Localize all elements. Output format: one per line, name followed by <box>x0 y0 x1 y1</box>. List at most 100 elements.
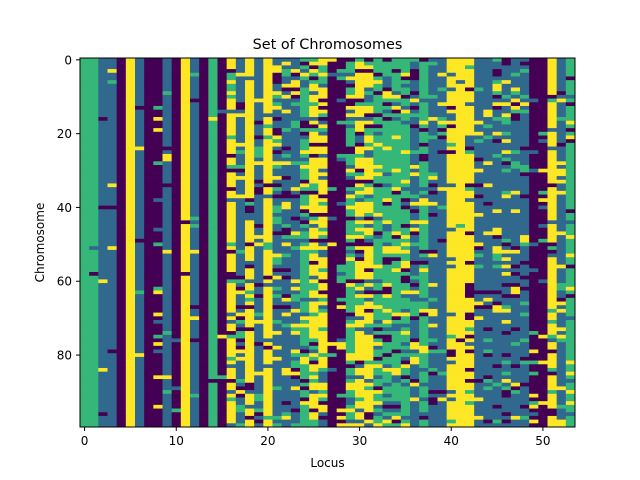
heatmap-cell <box>171 209 182 214</box>
heatmap-cell <box>446 316 457 321</box>
heatmap-cell <box>400 297 411 302</box>
heatmap-cell <box>199 142 209 147</box>
heatmap-cell <box>116 176 127 181</box>
heatmap-cell <box>345 176 356 181</box>
heatmap-cell <box>428 224 438 229</box>
heatmap-cell <box>263 224 273 229</box>
heatmap-cell <box>89 275 99 280</box>
heatmap-cell <box>144 294 154 299</box>
heatmap-cell <box>520 150 530 155</box>
heatmap-cell <box>144 198 154 203</box>
heatmap-cell <box>373 190 383 195</box>
heatmap-cell <box>474 316 484 321</box>
heatmap-cell <box>116 216 127 221</box>
heatmap-cell <box>80 382 90 387</box>
heatmap-cell <box>529 58 539 63</box>
heatmap-cell <box>382 246 393 251</box>
heatmap-cell <box>465 65 475 70</box>
heatmap-cell <box>400 142 411 147</box>
heatmap-cell <box>373 264 383 269</box>
heatmap-cell <box>309 102 319 107</box>
heatmap-cell <box>474 109 484 114</box>
heatmap-cell <box>199 183 209 188</box>
heatmap-cell <box>510 98 521 103</box>
heatmap-cell <box>492 168 503 173</box>
heatmap-cell <box>272 80 283 85</box>
heatmap-cell <box>116 135 127 140</box>
heatmap-cell <box>309 72 319 77</box>
heatmap-cell <box>254 128 264 133</box>
heatmap-cell <box>510 423 521 428</box>
heatmap-cell <box>107 275 118 280</box>
heatmap-cell <box>226 331 237 336</box>
heatmap-cell <box>300 283 310 288</box>
heatmap-cell <box>135 139 145 144</box>
heatmap-cell <box>80 360 90 365</box>
heatmap-cell <box>345 334 356 339</box>
heatmap-cell <box>272 153 283 158</box>
heatmap-cell <box>327 205 338 210</box>
heatmap-cell <box>309 124 319 129</box>
heatmap-cell <box>89 231 99 236</box>
heatmap-cell <box>437 72 448 77</box>
heatmap-cell <box>125 146 136 151</box>
heatmap-cell <box>235 290 246 295</box>
heatmap-cell <box>391 135 402 140</box>
heatmap-cell <box>245 319 255 325</box>
heatmap-cell <box>235 190 246 195</box>
heatmap-cell <box>208 382 218 387</box>
heatmap-cell <box>437 135 448 140</box>
heatmap-cell <box>171 404 182 409</box>
heatmap-cell <box>510 319 521 325</box>
heatmap-cell <box>492 179 503 184</box>
heatmap-cell <box>501 331 512 336</box>
heatmap-cell <box>345 65 356 70</box>
heatmap-cell <box>428 235 438 240</box>
heatmap-cell <box>364 113 374 118</box>
heatmap-cell <box>162 65 173 70</box>
heatmap-cell <box>116 120 127 125</box>
heatmap-cell <box>226 386 237 391</box>
heatmap-cell <box>510 190 521 195</box>
heatmap-cell <box>455 275 466 280</box>
heatmap-cell <box>364 220 374 225</box>
heatmap-cell <box>135 279 145 284</box>
heatmap-cell <box>465 345 475 350</box>
heatmap-cell <box>107 371 118 376</box>
heatmap-cell <box>125 58 136 63</box>
heatmap-cell <box>355 209 365 214</box>
heatmap-cell <box>254 194 264 199</box>
heatmap-cell <box>309 242 319 247</box>
heatmap-cell <box>162 286 173 291</box>
heatmap-cell <box>98 253 108 258</box>
heatmap-cell <box>272 338 283 343</box>
heatmap-cell <box>125 279 136 284</box>
heatmap-cell <box>437 153 448 158</box>
heatmap-cell <box>153 102 163 107</box>
heatmap-cell <box>410 338 420 343</box>
heatmap-cell <box>419 382 429 387</box>
heatmap-cell <box>290 253 301 258</box>
heatmap-cell <box>98 246 108 251</box>
heatmap-cell <box>419 419 429 424</box>
heatmap-cell <box>171 382 182 387</box>
heatmap-cell <box>391 161 402 166</box>
heatmap-cell <box>107 58 118 63</box>
heatmap-cell <box>116 331 127 336</box>
heatmap-cell <box>437 371 448 376</box>
heatmap-cell <box>373 176 383 181</box>
heatmap-cell <box>382 382 393 387</box>
heatmap-cell <box>190 117 200 122</box>
heatmap-cell <box>171 312 182 317</box>
heatmap-cell <box>235 367 246 372</box>
heatmap-cell <box>529 260 539 265</box>
heatmap-cell <box>520 91 530 96</box>
heatmap-cell <box>180 91 191 96</box>
heatmap-cell <box>529 117 539 122</box>
heatmap-cell <box>89 279 99 284</box>
heatmap-cell <box>300 249 310 254</box>
heatmap-cell <box>116 301 127 306</box>
heatmap-cell <box>492 338 503 343</box>
heatmap-cell <box>446 109 457 114</box>
heatmap-cell <box>501 172 512 177</box>
